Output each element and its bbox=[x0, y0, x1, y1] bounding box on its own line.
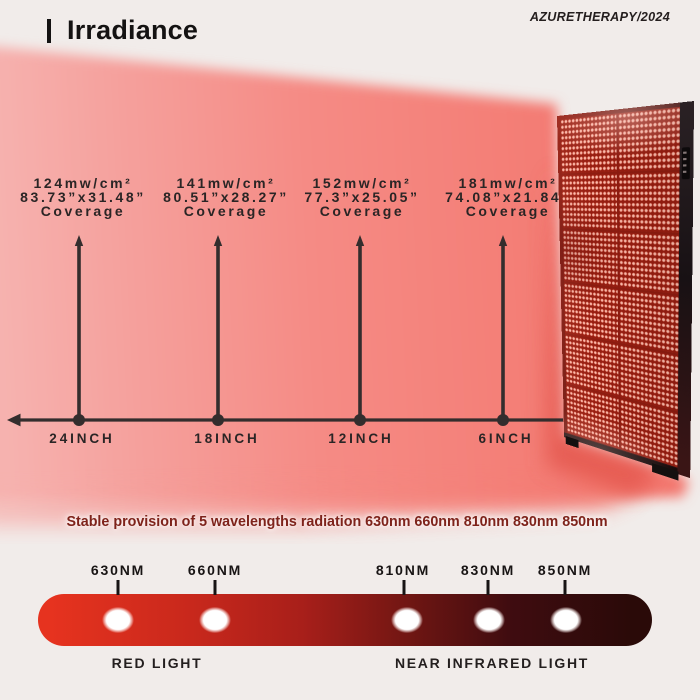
svg-text:24INCH: 24INCH bbox=[49, 431, 114, 446]
svg-text:12INCH: 12INCH bbox=[328, 431, 393, 446]
svg-text:18INCH: 18INCH bbox=[194, 431, 259, 446]
svg-text:6INCH: 6INCH bbox=[478, 431, 533, 446]
